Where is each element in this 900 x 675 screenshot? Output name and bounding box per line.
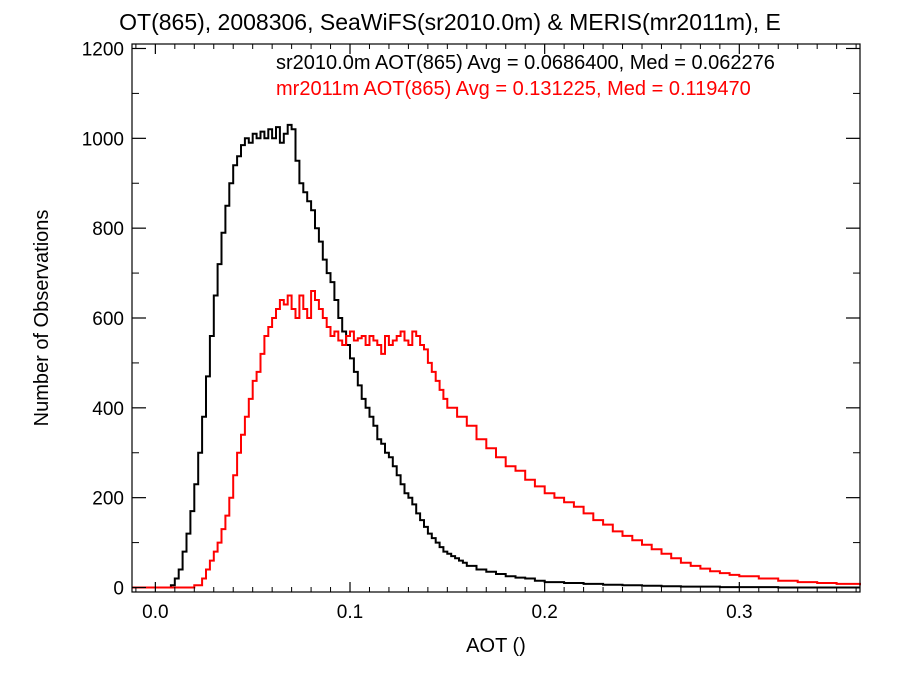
y-tick-label: 800 <box>92 219 124 240</box>
legend-entry-mr2011: mr2011m AOT(865) Avg = 0.131225, Med = 0… <box>276 78 751 100</box>
y-axis-label: Number of Observations <box>31 210 53 427</box>
y-tick-label: 600 <box>92 309 124 330</box>
series-line-0 <box>132 123 860 589</box>
plot-frame <box>131 43 861 593</box>
series-line-1 <box>132 290 861 589</box>
x-tick-label: 0.0 <box>142 602 168 623</box>
legend-entry-sr2010: sr2010.0m AOT(865) Avg = 0.0686400, Med … <box>276 52 775 74</box>
x-tick-label: 0.1 <box>337 602 363 623</box>
x-axis: 0.0 0.1 0.2 0.3 <box>135 44 857 623</box>
series-layer <box>132 123 861 589</box>
y-tick-label: 400 <box>92 399 124 420</box>
x-tick-label: 0.2 <box>531 602 557 623</box>
x-axis-label: AOT () <box>466 635 526 657</box>
x-tick-label: 0.3 <box>726 602 752 623</box>
y-tick-label: 1200 <box>82 39 124 60</box>
y-tick-label: 0 <box>113 579 124 600</box>
chart-title: OT(865), 2008306, SeaWiFS(sr2010.0m) & M… <box>119 9 781 35</box>
y-axis: 0 200 400 600 800 1000 1200 <box>82 39 860 600</box>
y-tick-label: 1000 <box>82 129 124 150</box>
y-tick-label: 200 <box>92 489 124 510</box>
